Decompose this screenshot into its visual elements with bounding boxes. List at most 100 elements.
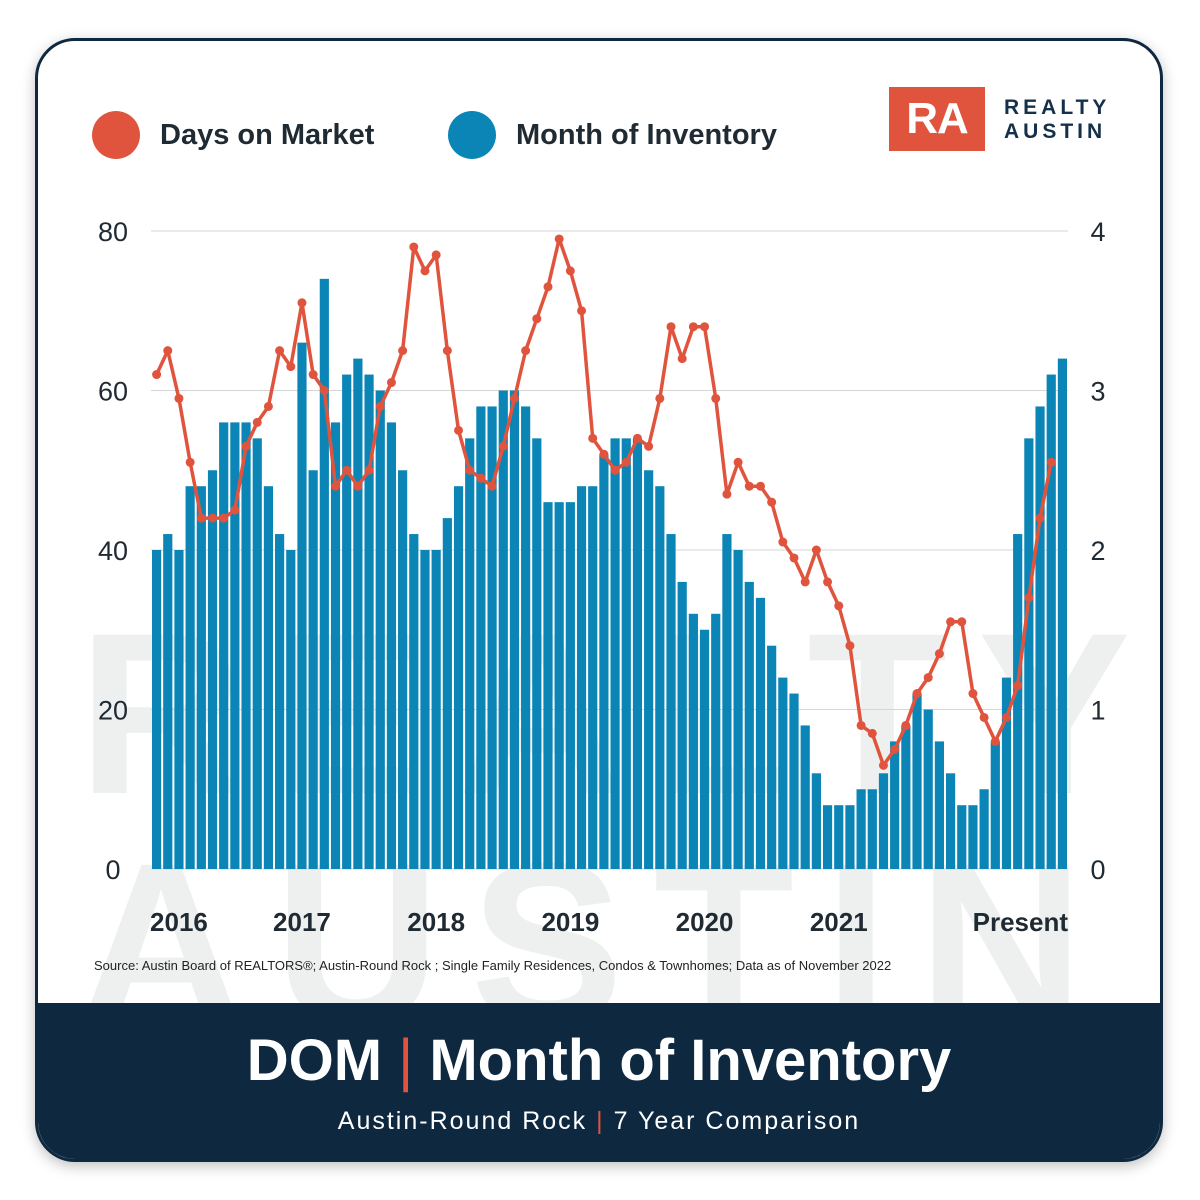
point-days-on-market	[834, 601, 844, 611]
point-days-on-market	[632, 433, 642, 443]
point-days-on-market	[979, 712, 989, 722]
point-days-on-market	[498, 441, 508, 451]
bar-month-of-inventory	[912, 693, 922, 869]
point-days-on-market	[375, 401, 385, 411]
bar-month-of-inventory	[431, 550, 441, 869]
point-days-on-market	[722, 489, 732, 499]
point-days-on-market	[711, 393, 721, 403]
point-days-on-market	[185, 457, 195, 467]
bar-month-of-inventory	[152, 550, 162, 869]
bar-month-of-inventory	[576, 486, 587, 869]
bar-month-of-inventory	[945, 773, 956, 869]
point-days-on-market	[934, 649, 944, 659]
point-days-on-market	[532, 314, 542, 324]
point-days-on-market	[733, 457, 743, 467]
bar-month-of-inventory	[554, 502, 564, 869]
bar-month-of-inventory	[1024, 438, 1034, 869]
bar-month-of-inventory	[476, 406, 486, 869]
point-days-on-market	[219, 513, 229, 523]
point-days-on-market	[599, 449, 609, 459]
point-days-on-market	[588, 433, 598, 443]
bar-month-of-inventory	[632, 438, 643, 869]
bar-month-of-inventory	[845, 805, 855, 869]
point-days-on-market	[386, 378, 396, 388]
point-days-on-market	[521, 346, 531, 356]
bar-month-of-inventory	[487, 406, 497, 869]
bar-month-of-inventory	[565, 502, 575, 869]
point-days-on-market	[509, 393, 519, 403]
bar-month-of-inventory	[744, 581, 754, 869]
point-days-on-market	[577, 306, 587, 316]
footer-subtitle: Austin-Round Rock | 7 Year Comparison	[38, 1107, 1160, 1136]
point-days-on-market	[644, 441, 654, 451]
left-axis-tick-label: 60	[98, 377, 128, 407]
point-days-on-market	[308, 370, 318, 380]
point-days-on-market	[196, 513, 206, 523]
bar-month-of-inventory	[297, 342, 307, 869]
bar-month-of-inventory	[599, 454, 609, 869]
legend-label-moi: Month of Inventory	[516, 118, 777, 151]
point-days-on-market	[610, 465, 620, 475]
point-days-on-market	[845, 641, 855, 651]
point-days-on-market	[1001, 712, 1011, 722]
bar-month-of-inventory	[409, 534, 419, 869]
left-axis-tick-label: 0	[105, 855, 120, 885]
bar-month-of-inventory	[990, 741, 1000, 869]
point-days-on-market	[275, 346, 285, 356]
bar-month-of-inventory	[398, 470, 408, 869]
bar-month-of-inventory	[778, 677, 788, 869]
bar-month-of-inventory	[521, 406, 531, 869]
bar-month-of-inventory	[219, 422, 229, 869]
legend-month-of-inventory: Month of Inventory	[448, 111, 777, 159]
footer-title-moi: Month of Inventory	[429, 1028, 952, 1093]
bar-month-of-inventory	[610, 438, 620, 869]
point-days-on-market	[1035, 513, 1045, 523]
bar-month-of-inventory	[767, 645, 777, 869]
x-axis-tick-label: 2019	[541, 907, 599, 937]
bar-month-of-inventory	[901, 725, 911, 869]
point-days-on-market	[666, 322, 676, 332]
bar-month-of-inventory	[241, 422, 251, 869]
bar-month-of-inventory	[319, 278, 329, 870]
point-days-on-market	[923, 673, 933, 683]
bar-month-of-inventory	[800, 725, 810, 869]
right-axis-tick-label: 1	[1090, 696, 1105, 726]
legend-days-on-market: Days on Market	[92, 111, 374, 159]
point-days-on-market	[364, 465, 374, 475]
point-days-on-market	[554, 234, 564, 244]
bar-month-of-inventory	[644, 470, 654, 869]
point-days-on-market	[1046, 457, 1056, 467]
point-days-on-market	[230, 505, 240, 515]
point-days-on-market	[968, 689, 978, 699]
point-days-on-market	[286, 362, 296, 372]
point-days-on-market	[856, 720, 866, 730]
point-days-on-market	[543, 282, 553, 292]
bar-month-of-inventory	[811, 773, 821, 869]
point-days-on-market	[342, 465, 352, 475]
bar-month-of-inventory	[174, 550, 184, 869]
point-days-on-market	[688, 322, 698, 332]
bar-month-of-inventory	[1057, 358, 1067, 869]
bar-month-of-inventory	[957, 805, 967, 869]
point-days-on-market	[487, 481, 497, 491]
bar-month-of-inventory	[878, 773, 889, 869]
bar-month-of-inventory	[163, 534, 173, 869]
legend-dot-moi-icon	[448, 111, 496, 159]
realty-austin-logo: RA	[889, 87, 985, 151]
left-axis-tick-label: 40	[98, 536, 128, 566]
point-days-on-market	[878, 760, 888, 770]
bar-month-of-inventory	[979, 789, 989, 869]
point-days-on-market	[454, 425, 464, 435]
bar-month-of-inventory	[364, 374, 374, 869]
bar-month-of-inventory	[789, 693, 799, 869]
source-note: Source: Austin Board of REALTORS®; Austi…	[94, 958, 892, 973]
bar-month-of-inventory	[543, 502, 553, 869]
point-days-on-market	[476, 473, 486, 483]
bar-month-of-inventory	[934, 741, 944, 869]
right-axis-tick-label: 0	[1090, 855, 1105, 885]
point-days-on-market	[823, 577, 833, 587]
bar-month-of-inventory	[275, 534, 285, 869]
bar-month-of-inventory	[353, 358, 363, 869]
point-days-on-market	[252, 417, 262, 427]
x-axis-tick-label: 2017	[273, 907, 331, 937]
